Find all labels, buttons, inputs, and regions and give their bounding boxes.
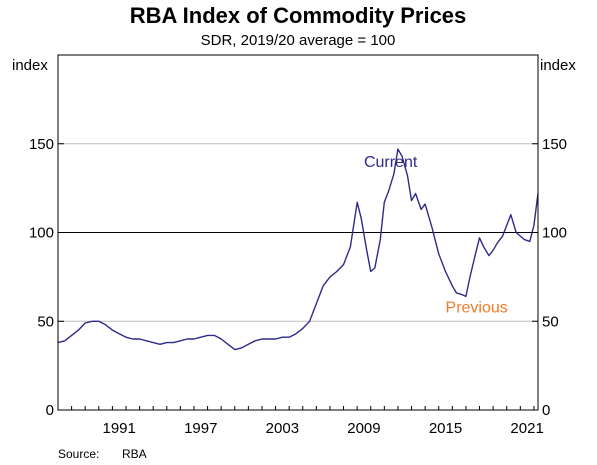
series-line-current: [57, 148, 539, 351]
x-tick-label: 2021: [510, 420, 543, 437]
x-tick-label: 2009: [347, 420, 380, 437]
gridlines: [58, 143, 538, 322]
annotation-label: Current: [364, 154, 418, 171]
y-tick-label-left: 100: [29, 225, 54, 242]
annotation-label: Previous: [446, 299, 508, 316]
series-lines: [57, 148, 539, 351]
y-tick-label-left: 50: [37, 313, 54, 330]
x-tick-label: 1997: [184, 420, 217, 437]
y-axis-unit-right: index: [540, 57, 576, 74]
y-tick-label-right: 150: [542, 136, 567, 153]
y-tick-label-right: 0: [542, 402, 550, 419]
y-tick-label-left: 0: [46, 402, 54, 419]
chart-subtitle: SDR, 2019/20 average = 100: [201, 32, 396, 49]
x-tick-label: 1991: [103, 420, 136, 437]
axis-ticks: [57, 143, 538, 411]
axis-labels: 0 0 50 50 100 100 150 150 1991 1997 2003 2009 2015 20…: [29, 136, 567, 437]
y-tick-label-right: 100: [542, 225, 567, 242]
chart-title: RBA Index of Commodity Prices: [130, 3, 467, 28]
source-value: RBA: [122, 447, 147, 461]
x-tick-label: 2003: [266, 420, 299, 437]
source-label: Source:: [58, 447, 99, 461]
y-tick-label-left: 150: [29, 136, 54, 153]
y-tick-label-right: 50: [542, 313, 559, 330]
y-axis-unit-left: index: [12, 57, 48, 74]
annotations: Current Previous: [364, 154, 508, 317]
x-tick-label: 2015: [429, 420, 462, 437]
